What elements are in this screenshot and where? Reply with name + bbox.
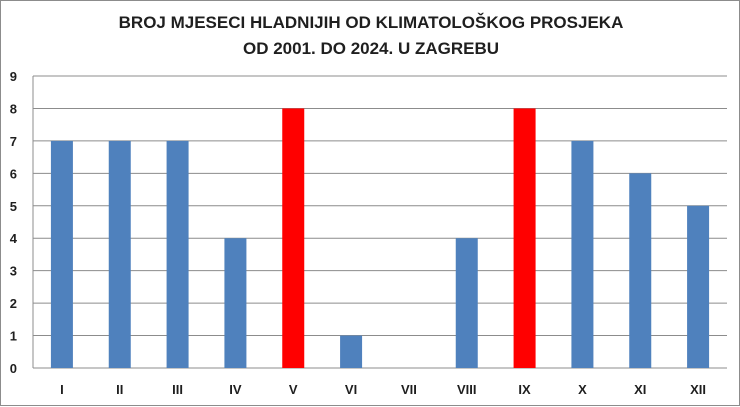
x-tick-label: II	[116, 382, 123, 397]
bar-XII	[687, 205, 710, 368]
y-tick-label: 9	[10, 69, 17, 84]
x-tick-label: VIII	[457, 382, 477, 397]
y-tick-label: 6	[10, 166, 17, 181]
bar-III	[166, 140, 189, 368]
x-tick-label: VII	[401, 382, 417, 397]
y-tick-label: 2	[10, 296, 17, 311]
x-tick-label: V	[289, 382, 298, 397]
x-axis-ticks: I II III IV V VI VII VIII IX X XI XII	[60, 382, 706, 397]
y-tick-label: 7	[10, 134, 17, 149]
bar-XI	[629, 173, 652, 368]
bar-II	[108, 140, 131, 368]
x-tick-label: XI	[634, 382, 646, 397]
x-tick-label: X	[578, 382, 587, 397]
gridlines	[32, 75, 727, 369]
y-axis-ticks: 0 1 2 3 4 5 6 7 8 9	[10, 69, 18, 376]
bar-VIII	[455, 238, 478, 368]
bar-IV	[224, 238, 247, 368]
bar-I	[50, 140, 73, 368]
y-tick-label: 4	[10, 231, 18, 246]
bar-X	[571, 140, 594, 368]
bar-VI	[340, 335, 363, 368]
y-tick-label: 5	[10, 199, 17, 214]
x-tick-label: I	[60, 382, 64, 397]
chart-title-line2: OD 2001. DO 2024. U ZAGREBU	[243, 39, 499, 58]
y-tick-label: 0	[10, 361, 17, 376]
bars	[50, 108, 710, 368]
chart-title-line1: BROJ MJESECI HLADNIJIH OD KLIMATOLOŠKOG …	[119, 13, 624, 32]
bar-V	[282, 108, 305, 368]
x-tick-label: III	[172, 382, 183, 397]
y-tick-label: 8	[10, 101, 17, 116]
x-tick-label: IV	[229, 382, 242, 397]
bar-IX	[513, 108, 536, 368]
y-tick-label: 3	[10, 264, 17, 279]
y-tick-label: 1	[10, 329, 17, 344]
x-tick-label: VI	[345, 382, 357, 397]
x-tick-label: XII	[690, 382, 706, 397]
x-tick-label: IX	[518, 382, 531, 397]
